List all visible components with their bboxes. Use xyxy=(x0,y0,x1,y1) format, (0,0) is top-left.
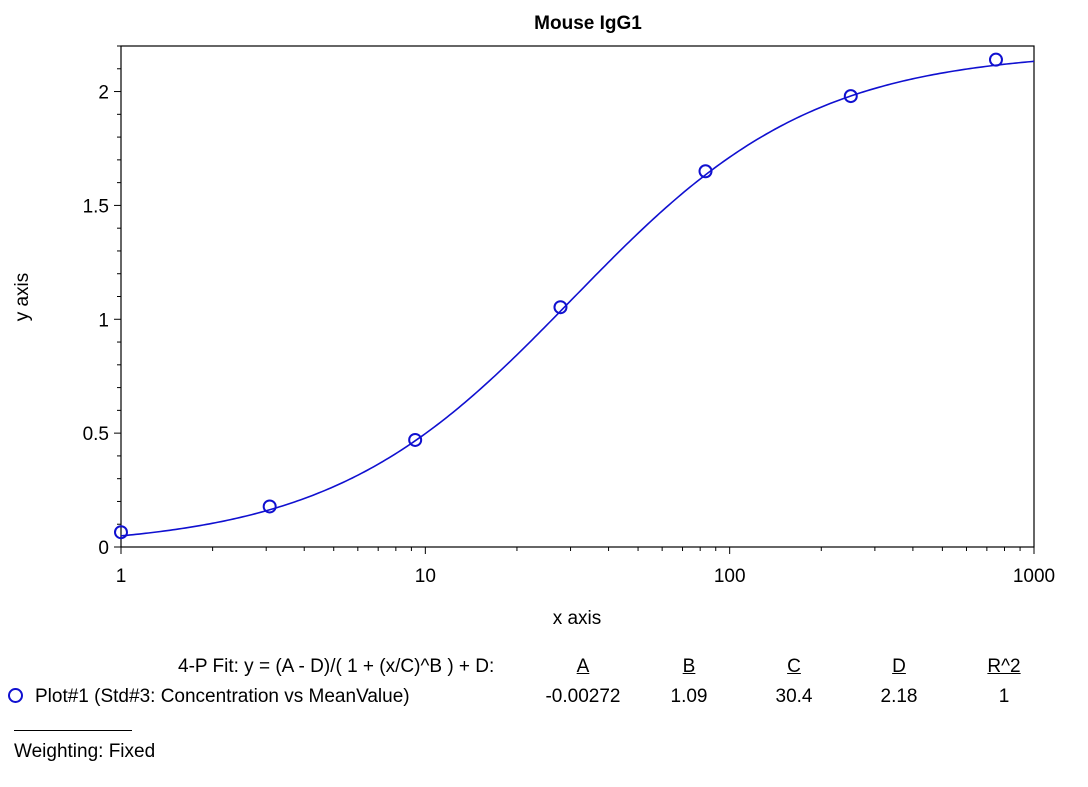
fit-header-r2: R^2 xyxy=(987,656,1021,677)
fit-equation: 4-P Fit: y = (A - D)/( 1 + (x/C)^B ) + D… xyxy=(178,656,495,677)
fit-value-d: 2.18 xyxy=(880,686,918,707)
data-point xyxy=(988,52,1003,67)
fit-value-a: -0.00272 xyxy=(545,686,621,707)
x-tick-label: 1 xyxy=(116,566,127,587)
chart-title: Mouse IgG1 xyxy=(534,13,642,34)
data-point xyxy=(553,300,568,315)
x-tick-label: 10 xyxy=(415,566,436,587)
data-point xyxy=(843,89,858,104)
weighting-label: Weighting: Fixed xyxy=(14,741,156,762)
fit-value-r2: 1 xyxy=(998,686,1010,707)
data-point xyxy=(114,525,128,540)
data-points xyxy=(114,52,1003,540)
x-axis-ticks: 1 10 100 1000 xyxy=(116,547,1055,587)
plot-frame xyxy=(120,45,1035,548)
fit-curve xyxy=(120,60,1035,537)
fit-header-b: B xyxy=(682,656,696,677)
fit-header-d: D xyxy=(892,656,906,677)
chart: Mouse IgG1 0 0.5 1 1.5 2 1 10 100 1000 x axis y… xyxy=(12,13,1055,629)
data-point xyxy=(408,432,423,447)
x-tick-label: 100 xyxy=(714,566,746,587)
y-tick-label: 1.5 xyxy=(83,196,109,217)
y-axis-label: y axis xyxy=(12,273,33,322)
fit-value-b: 1.09 xyxy=(670,686,708,707)
data-point xyxy=(262,499,277,514)
fit-value-c: 30.4 xyxy=(775,686,813,707)
y-tick-label: 2 xyxy=(98,83,109,104)
y-tick-label: 0.5 xyxy=(83,424,109,445)
circle-marker-icon xyxy=(8,687,23,703)
legend-entry: Plot#1 (Std#3: Concentration vs MeanValu… xyxy=(8,686,410,708)
fit-header-a: A xyxy=(576,656,590,677)
y-tick-label: 0 xyxy=(98,538,109,559)
y-tick-label: 1 xyxy=(98,310,109,331)
fit-header-c: C xyxy=(787,656,801,677)
legend-label: Plot#1 (Std#3: Concentration vs MeanValu… xyxy=(35,686,410,707)
y-axis-ticks: 0 0.5 1 1.5 2 xyxy=(83,45,121,559)
x-tick-label: 1000 xyxy=(1013,566,1055,587)
divider xyxy=(14,730,132,731)
data-point xyxy=(698,164,713,179)
x-axis-label: x axis xyxy=(553,608,602,629)
